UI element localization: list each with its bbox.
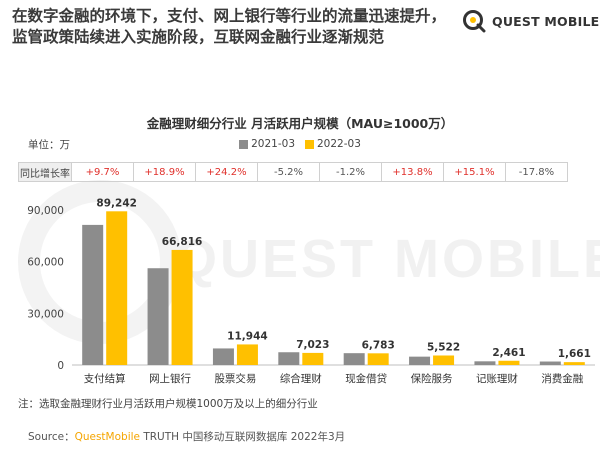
data-label: 89,242 [96, 197, 137, 209]
x-tick-label: 网上银行 [149, 372, 191, 385]
bar-2022 [498, 360, 520, 365]
footnote: 注：选取金融理财行业月活跃用户规模1000万及以上的细分行业 [18, 398, 318, 410]
yoy-table: 同比增长率 +9.7% +18.9% +24.2% -5.2% -1.2% +1… [18, 162, 568, 182]
bar-2022 [302, 352, 324, 365]
quest-mobile-logo-icon [462, 9, 486, 33]
yoy-row: 同比增长率 +9.7% +18.9% +24.2% -5.2% -1.2% +1… [18, 162, 568, 182]
x-tick-label: 消费金融 [541, 372, 583, 385]
y-tick-label: 30,000 [27, 308, 64, 320]
x-tick-label: 保险服务 [411, 372, 453, 385]
yoy-cell: +9.7% [71, 162, 134, 182]
data-label: 2,461 [492, 347, 525, 359]
yoy-cell: +18.9% [133, 162, 196, 182]
data-label: 6,783 [362, 339, 395, 351]
data-label: 1,661 [558, 348, 591, 360]
bar-2022 [171, 249, 193, 365]
unit-label: 单位：万 [28, 139, 70, 151]
y-tick-label: 0 [57, 360, 64, 372]
data-label: 66,816 [162, 236, 203, 248]
source-prefix: Source： [28, 431, 75, 443]
headline: 在数字金融的环境下，支付、网上银行等行业的流量迅速提升， 监管政策陆续进入实施阶… [12, 6, 452, 48]
data-label: 7,023 [296, 339, 329, 351]
data-label: 5,522 [427, 341, 460, 353]
bar-2021 [409, 356, 431, 365]
legend-label-2021: 2021-03 [251, 138, 295, 150]
headline-line-2: 监管政策陆续进入实施阶段，互联网金融行业逐渐规范 [12, 28, 385, 46]
bar-2021 [278, 352, 300, 365]
x-tick-label: 记账理财 [476, 372, 518, 385]
bar-2022 [433, 355, 455, 365]
bar-chart: 90,000 60,000 30,000 0 89,242 支付结算 66,816 网上银行 1… [27, 197, 595, 385]
bar-2022 [106, 211, 128, 365]
yoy-cell: +24.2% [195, 162, 258, 182]
x-tick-label: 股票交易 [214, 372, 256, 385]
y-tick-label: 90,000 [27, 205, 64, 217]
bar-2021 [82, 224, 104, 365]
x-tick-label: 现金借贷 [345, 372, 387, 385]
legend-item-2021: 2021-03 [239, 138, 295, 150]
yoy-cell: -17.8% [505, 162, 568, 182]
source-brand: QuestMobile [74, 431, 140, 443]
x-tick-label: 综合理财 [280, 372, 322, 385]
data-label: 11,944 [227, 330, 268, 342]
chart-title: 金融理财细分行业 月活跃用户规模（MAU≥1000万） [146, 116, 454, 131]
brand-name: QUEST MOBILE [492, 13, 600, 29]
bar-2022 [236, 344, 258, 365]
legend-label-2022: 2022-03 [317, 138, 361, 150]
headline-line-1: 在数字金融的环境下，支付、网上银行等行业的流量迅速提升， [12, 7, 447, 25]
yoy-cell: +15.1% [443, 162, 506, 182]
legend-item-2022: 2022-03 [305, 138, 361, 150]
legend-swatch-2021 [239, 139, 249, 149]
chart-legend: 2021-03 2022-03 [0, 138, 600, 150]
yoy-cell: -1.2% [319, 162, 382, 182]
bar-2022 [563, 362, 585, 365]
bar-2021 [474, 361, 496, 365]
bar-2022 [367, 353, 389, 365]
bar-2021 [343, 353, 365, 365]
watermark-text: QUEST MOBILE [175, 229, 600, 289]
brand-logo: QUEST MOBILE [462, 8, 599, 34]
yoy-cell: +13.8% [381, 162, 444, 182]
source-rest: TRUTH 中国移动互联网数据库 2022年3月 [140, 431, 346, 443]
y-tick-label: 60,000 [27, 257, 64, 269]
x-tick-label: 支付结算 [84, 372, 126, 385]
bar-2021 [147, 268, 169, 365]
bar-2021 [212, 348, 234, 365]
yoy-label: 同比增长率 [18, 162, 72, 182]
yoy-cell: -5.2% [257, 162, 320, 182]
bar-2021 [539, 361, 561, 365]
source-line: Source：QuestMobile TRUTH 中国移动互联网数据库 2022… [28, 429, 345, 444]
legend-swatch-2022 [305, 139, 314, 149]
